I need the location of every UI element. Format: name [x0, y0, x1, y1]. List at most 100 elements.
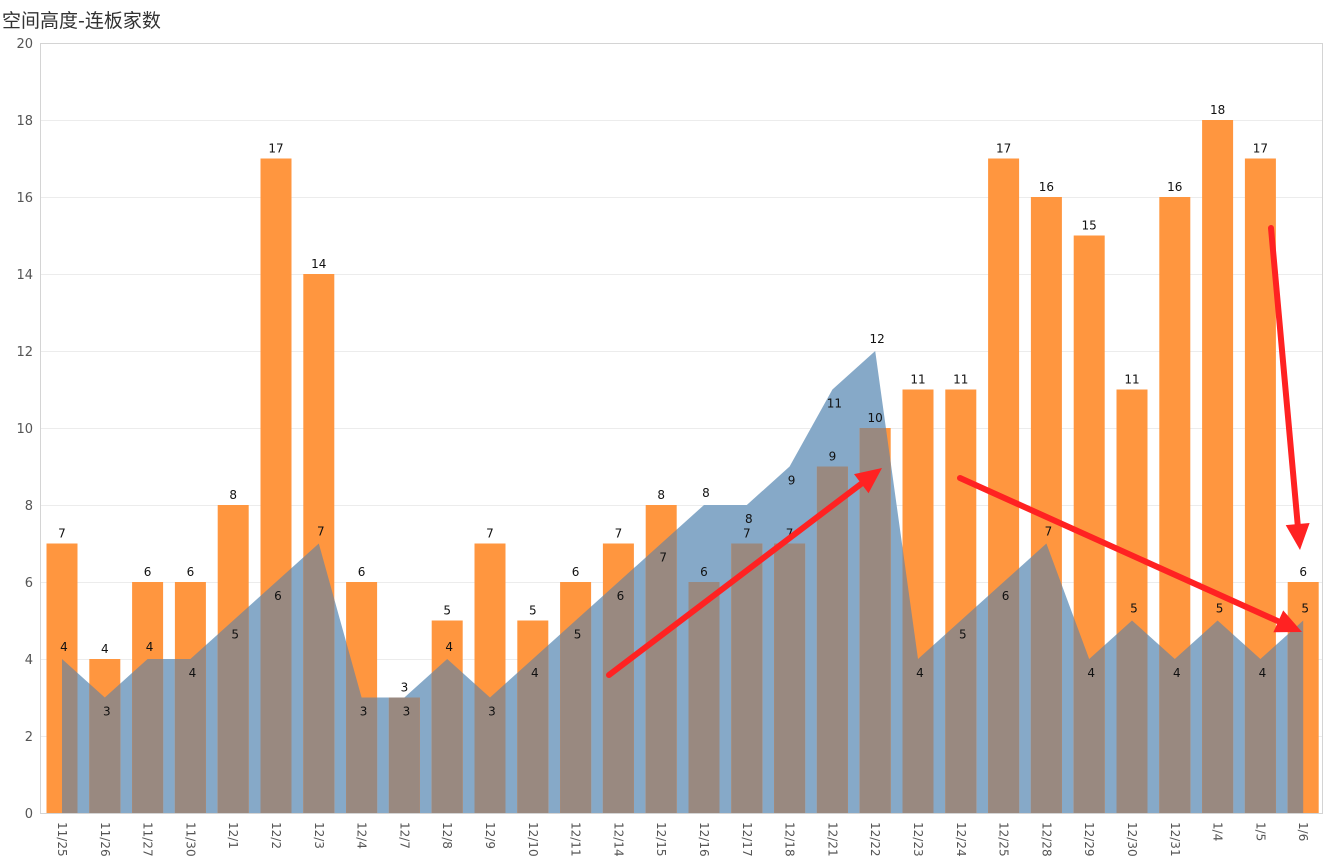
y-tick-label: 6	[25, 576, 33, 591]
x-tick-label: 12/2	[269, 822, 283, 849]
x-tick-label: 1/5	[1253, 822, 1267, 841]
area-value-label: 4	[1087, 666, 1095, 680]
bar-value-label: 5	[443, 604, 451, 618]
bar-overlap	[859, 428, 891, 813]
bar-value-label: 7	[486, 527, 494, 541]
bar-value-label: 9	[829, 450, 837, 464]
area-value-label: 11	[827, 397, 842, 411]
area-value-label: 7	[317, 525, 325, 539]
area-value-label: 3	[360, 705, 368, 719]
area-value-label: 4	[445, 640, 453, 654]
x-tick-label: 12/23	[911, 822, 925, 857]
bar-overlap	[388, 697, 420, 813]
arrow-down-right-head	[1273, 610, 1302, 633]
x-tick-label: 12/1	[226, 822, 240, 849]
x-tick-label: 12/29	[1082, 822, 1096, 857]
x-tick-label: 12/21	[825, 822, 839, 857]
x-tick-label: 11/26	[98, 822, 112, 857]
bar-value-label: 6	[700, 565, 708, 579]
area-value-label: 3	[103, 705, 111, 719]
y-tick-label: 16	[16, 191, 33, 206]
y-axis: 0 2 4 6 8 10 12 14 16 18 20	[16, 37, 33, 822]
arrow-down-right-shaft	[957, 475, 1282, 625]
area-value-label: 4	[60, 640, 68, 654]
x-tick-label: 12/18	[783, 822, 797, 857]
x-tick-label: 12/25	[997, 822, 1011, 857]
area-value-label: 6	[1002, 589, 1010, 603]
x-tick-label: 11/25	[55, 822, 69, 857]
y-tick-label: 0	[25, 807, 33, 822]
x-tick-label: 12/11	[569, 822, 583, 857]
arrow-up-head	[854, 468, 882, 494]
bar-value-label: 3	[401, 681, 409, 695]
y-tick-label: 20	[16, 37, 33, 52]
bar-overlap	[731, 543, 763, 813]
area-value-label: 5	[1301, 602, 1309, 616]
x-tick-label: 12/7	[397, 822, 411, 849]
x-tick-label: 1/4	[1211, 822, 1225, 841]
x-tick-label: 12/4	[355, 822, 369, 849]
x-tick-label: 12/30	[1125, 822, 1139, 857]
arrow-up-shaft	[606, 480, 865, 678]
bar-value-label: 8	[229, 488, 237, 502]
area-value-label: 5	[1216, 602, 1224, 616]
bar-value-label: 14	[311, 257, 326, 271]
x-tick-label: 12/3	[312, 822, 326, 849]
y-tick-label: 4	[25, 653, 33, 668]
arrow-down-shaft	[1268, 225, 1301, 528]
area-value-label: 9	[788, 474, 796, 488]
bar-value-label: 7	[786, 527, 794, 541]
bar-value-label: 18	[1210, 103, 1225, 117]
x-tick-label: 12/17	[740, 822, 754, 857]
x-tick-label: 12/31	[1168, 822, 1182, 857]
bar-overlap	[774, 543, 806, 813]
y-tick-label: 2	[25, 730, 33, 745]
x-tick-label: 12/15	[654, 822, 668, 857]
bar-value-label: 17	[996, 142, 1011, 156]
bar-value-label: 16	[1039, 180, 1054, 194]
bar-value-label: 4	[101, 642, 109, 656]
area-value-label: 5	[1130, 602, 1138, 616]
x-tick-label: 1/6	[1296, 822, 1310, 841]
arrow-layer	[606, 225, 1310, 678]
area-value-label: 6	[617, 589, 625, 603]
x-tick-label: 12/16	[697, 822, 711, 857]
x-tick-label: 12/28	[1039, 822, 1053, 857]
bar-value-label: 8	[657, 488, 665, 502]
bar-value-label: 11	[1124, 373, 1139, 387]
y-tick-label: 10	[16, 422, 33, 437]
x-axis: 11/25 11/26 11/27 11/30 12/1 12/2 12/3 12/4 12/7…	[55, 822, 1310, 857]
area-value-label: 8	[745, 512, 753, 526]
x-tick-label: 12/8	[440, 822, 454, 849]
area-value-label: 5	[574, 628, 582, 642]
bar-value-label: 5	[529, 604, 537, 618]
y-tick-label: 12	[16, 345, 33, 360]
x-tick-label: 11/27	[141, 822, 155, 857]
bar-value-label: 6	[572, 565, 580, 579]
bar-value-label: 7	[743, 527, 751, 541]
bar-value-label: 7	[58, 527, 66, 541]
area-value-label: 6	[274, 589, 282, 603]
area-value-label: 3	[488, 705, 496, 719]
area-value-label: 4	[189, 666, 197, 680]
bar-value-label: 6	[187, 565, 195, 579]
y-tick-label: 14	[16, 268, 33, 283]
chart-title: 空间高度-连板家数	[2, 10, 161, 32]
area-value-label: 4	[146, 640, 154, 654]
x-tick-label: 12/9	[483, 822, 497, 849]
plot-frame	[40, 43, 1323, 814]
area-value-label: 7	[659, 551, 667, 565]
bar-value-label: 6	[144, 565, 152, 579]
bar-value-label: 10	[868, 411, 883, 425]
x-tick-label: 12/24	[954, 822, 968, 857]
area-value-label: 4	[916, 666, 924, 680]
arrow-down-head	[1285, 523, 1310, 550]
x-tick-label: 12/10	[526, 822, 540, 857]
bar-value-label: 16	[1167, 180, 1182, 194]
bar-value-label: 11	[953, 373, 968, 387]
bar-value-label: 6	[1299, 565, 1307, 579]
bar-overlap	[816, 466, 848, 813]
y-tick-label: 8	[25, 499, 33, 514]
